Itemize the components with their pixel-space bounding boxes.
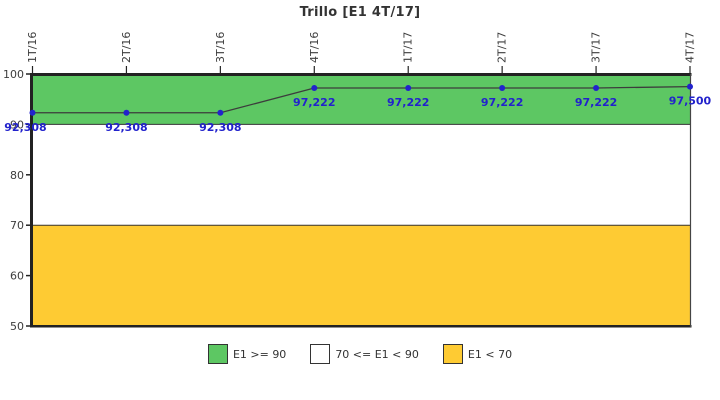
- point-label-6: 97,222: [575, 96, 617, 109]
- x-tick-label-1: 2T/16: [120, 32, 133, 63]
- x-tick-label-7: 4T/17: [684, 32, 697, 63]
- chart-title: Trillo [E1 4T/17]: [299, 5, 421, 20]
- x-tick-label-4: 1T/17: [402, 32, 415, 63]
- band-e1-ge-90: [32, 74, 691, 125]
- legend-swatch-yellow: [442, 344, 463, 364]
- y-tick-label-50: 50: [10, 320, 24, 333]
- legend-swatch-green: [207, 344, 228, 364]
- point-label-1: 92,308: [105, 121, 147, 134]
- data-point-4: [405, 85, 412, 92]
- point-label-7: 97,500: [669, 95, 712, 108]
- band-70-le-e1-lt-90: [32, 124, 691, 226]
- point-label-5: 97,222: [481, 96, 523, 109]
- x-tick-label-0: 1T/16: [26, 32, 39, 63]
- legend-swatch-white: [310, 344, 331, 364]
- x-tick-label-3: 4T/16: [308, 32, 321, 63]
- point-label-0: 92,308: [4, 121, 46, 134]
- legend-item-70-le-e1-lt-90: 70 <= E1 < 90: [310, 344, 419, 364]
- data-point-5: [499, 85, 506, 92]
- point-label-2: 92,308: [199, 121, 241, 134]
- point-label-3: 97,222: [293, 96, 335, 109]
- data-point-6: [593, 85, 600, 92]
- y-tick-label-70: 70: [10, 219, 24, 232]
- x-tick-label-5: 2T/17: [496, 32, 509, 63]
- legend-item-e1-ge-90: E1 >= 90: [207, 344, 287, 364]
- legend-label: 70 <= E1 < 90: [335, 347, 419, 361]
- y-tick-label-100: 100: [3, 68, 24, 81]
- point-label-4: 97,222: [387, 96, 429, 109]
- y-tick-label-90: 90: [10, 118, 24, 131]
- data-point-2: [217, 109, 224, 116]
- y-tick-label-80: 80: [10, 169, 24, 182]
- data-point-3: [311, 85, 318, 92]
- band-e1-lt-70: [32, 225, 691, 326]
- legend-label: E1 >= 90: [232, 347, 287, 361]
- data-point-0: [29, 109, 36, 116]
- series-line-e1: [32, 85, 691, 114]
- data-point-7: [687, 83, 693, 90]
- legend-item-e1-lt-70: E1 < 70: [442, 344, 513, 364]
- y-tick-label-60: 60: [10, 270, 24, 283]
- legend-label: E1 < 70: [467, 347, 513, 361]
- legend: E1 >= 90 70 <= E1 < 90 E1 < 70: [0, 344, 720, 364]
- data-point-1: [123, 109, 130, 116]
- x-tick-label-2: 3T/16: [214, 32, 227, 63]
- x-tick-label-6: 3T/17: [590, 32, 603, 63]
